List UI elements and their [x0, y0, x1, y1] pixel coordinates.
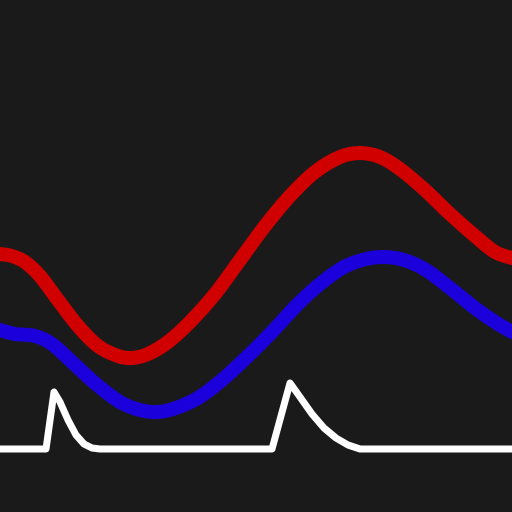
series-layer: [0, 146, 512, 453]
series-line-white: [0, 379, 512, 453]
series-line-red: [0, 146, 512, 366]
series-line-blue: [0, 249, 512, 420]
